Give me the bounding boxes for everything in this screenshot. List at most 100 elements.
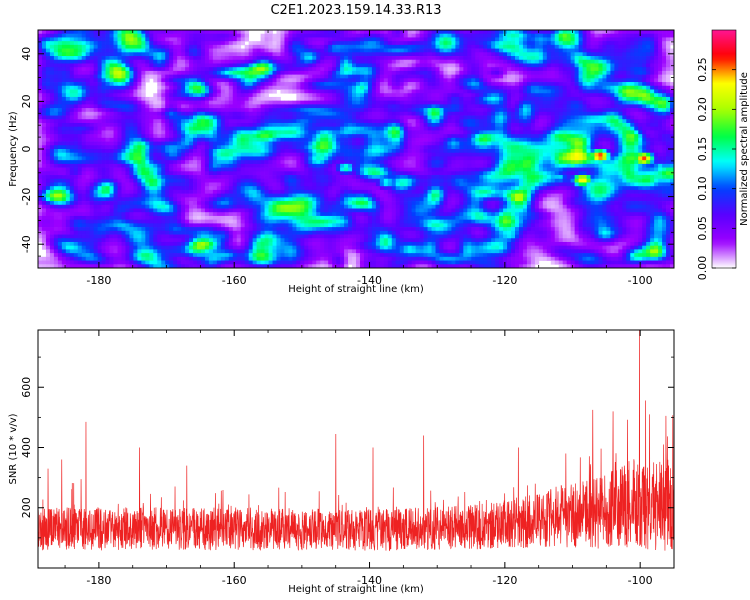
heatmap-cell: [81, 141, 87, 146]
heatmap-cell: [594, 48, 599, 53]
heatmap-cell: [193, 134, 198, 139]
heatmap-cell: [53, 89, 59, 94]
heatmap-cell: [284, 30, 289, 35]
heatmap-cell: [570, 134, 575, 139]
heatmap-cell: [304, 33, 309, 38]
heatmap-cell: [85, 63, 91, 68]
heatmap-cell: [304, 130, 309, 135]
heatmap-cell: [296, 37, 301, 42]
heatmap-cell: [312, 96, 317, 102]
heatmap-cell: [252, 63, 257, 68]
heatmap-cell: [117, 63, 122, 68]
heatmap-cell: [578, 78, 583, 83]
heatmap-cell: [340, 70, 345, 75]
heatmap-cell: [666, 85, 671, 90]
heatmap-cell: [81, 33, 87, 38]
heatmap-cell: [491, 126, 496, 131]
heatmap-cell: [367, 70, 373, 75]
heatmap-cell: [173, 137, 178, 142]
heatmap-cell: [236, 52, 242, 57]
heatmap-cell: [57, 78, 63, 83]
heatmap-cell: [73, 115, 79, 120]
heatmap-cell: [296, 30, 301, 35]
heatmap-cell: [602, 44, 607, 49]
heatmap-cell: [614, 104, 619, 109]
heatmap-cell: [97, 111, 102, 116]
heatmap-cell: [590, 137, 595, 142]
heatmap-cell: [348, 100, 353, 105]
heatmap-cell: [141, 93, 146, 98]
heatmap-cell: [197, 78, 202, 83]
heatmap-cell: [423, 48, 428, 53]
heatmap-cell: [435, 85, 440, 90]
heatmap-cell: [320, 82, 325, 87]
heatmap-cell: [69, 41, 75, 46]
heatmap-cell: [618, 37, 623, 42]
heatmap-cell: [228, 122, 234, 128]
heatmap-cell: [515, 52, 520, 57]
heatmap-cell: [173, 67, 178, 72]
heatmap-cell: [328, 67, 333, 72]
heatmap-cell: [610, 130, 615, 135]
heatmap-cell: [590, 70, 595, 75]
heatmap-cell: [566, 74, 572, 79]
heatmap-cell: [308, 44, 313, 49]
heatmap-cell: [296, 89, 301, 94]
heatmap-cell: [232, 37, 238, 42]
heatmap-cell: [614, 33, 619, 38]
heatmap-cell: [443, 37, 448, 42]
heatmap-cell: [224, 141, 230, 146]
heatmap-cell: [272, 108, 277, 113]
heatmap-cell: [85, 100, 91, 105]
heatmap-cell: [451, 67, 456, 72]
heatmap-cell: [423, 119, 428, 124]
heatmap-cell: [387, 70, 393, 75]
heatmap-cell: [300, 145, 305, 150]
heatmap-cell: [45, 70, 51, 75]
heatmap-cell: [268, 122, 273, 128]
heatmap-cell: [359, 130, 365, 135]
heatmap-cell: [658, 104, 663, 109]
heatmap-cell: [109, 134, 114, 139]
heatmap-cell: [220, 93, 226, 98]
heatmap-cell: [610, 119, 615, 124]
heatmap-cell: [348, 89, 353, 94]
heatmap-cell: [292, 30, 297, 35]
heatmap-cell: [161, 33, 166, 38]
heatmap-cell: [503, 89, 508, 94]
heatmap-cell: [530, 74, 536, 79]
heatmap-cell: [546, 141, 552, 146]
heatmap-cell: [356, 141, 361, 146]
heatmap-cell: [666, 111, 671, 116]
heatmap-cell: [602, 122, 607, 128]
heatmap-cell: [654, 33, 659, 38]
heatmap-cell: [260, 145, 265, 150]
heatmap-cell: [479, 89, 484, 94]
heatmap-cell: [45, 44, 51, 49]
heatmap-cell: [371, 59, 377, 64]
heatmap-cell: [542, 56, 548, 61]
heatmap-cell: [415, 74, 420, 79]
heatmap-cell: [642, 82, 647, 87]
heatmap-cell: [260, 108, 265, 113]
heatmap-cell: [387, 30, 393, 35]
heatmap-cell: [487, 100, 492, 105]
heatmap-cell: [200, 30, 206, 35]
heatmap-cell: [650, 56, 655, 61]
heatmap-cell: [423, 122, 428, 128]
heatmap-cell: [375, 33, 381, 38]
heatmap-cell: [598, 111, 603, 116]
heatmap-cell: [534, 122, 540, 128]
heatmap-cell: [662, 141, 667, 146]
heatmap-cell: [69, 56, 75, 61]
heatmap-cell: [375, 137, 381, 142]
heatmap-cell: [316, 82, 321, 87]
heatmap-cell: [320, 78, 325, 83]
heatmap-cell: [415, 130, 420, 135]
heatmap-cell: [61, 122, 67, 128]
heatmap-cell: [81, 30, 87, 35]
heatmap-cell: [634, 52, 639, 57]
heatmap-cell: [240, 126, 246, 131]
heatmap-cell: [383, 56, 389, 61]
heatmap-cell: [391, 85, 397, 90]
